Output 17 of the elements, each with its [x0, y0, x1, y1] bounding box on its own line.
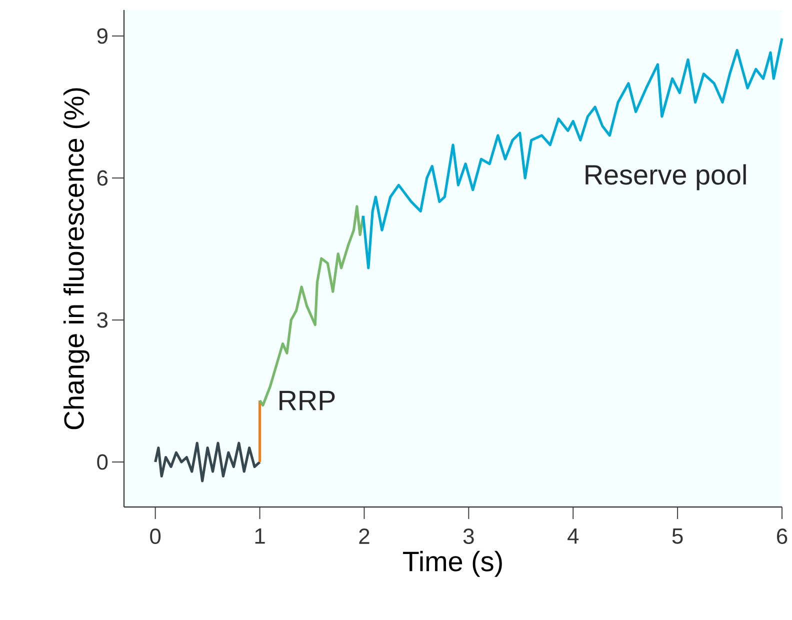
- y-tick-label: 9: [97, 28, 108, 44]
- series-label: Reserve pool: [586, 164, 746, 190]
- x-tick-label: 4: [568, 528, 579, 544]
- y-tick-label: 6: [97, 170, 108, 186]
- y-axis-title: Change in fluorescence (%): [63, 88, 90, 430]
- x-tick-label: 1: [255, 528, 265, 544]
- x-tick-label: 0: [150, 528, 161, 544]
- y-tick-label: 3: [97, 312, 108, 328]
- x-axis-title: Time (s): [403, 550, 502, 577]
- line-series: [362, 37, 784, 270]
- line-series: [154, 442, 262, 482]
- x-tick-label: 2: [359, 528, 370, 544]
- x-tick-label: 5: [672, 528, 683, 544]
- y-tick-label: 0: [97, 454, 108, 470]
- x-tick-label: 6: [777, 528, 788, 544]
- x-tick-label: 3: [463, 528, 474, 544]
- series-label: RRP: [280, 390, 335, 410]
